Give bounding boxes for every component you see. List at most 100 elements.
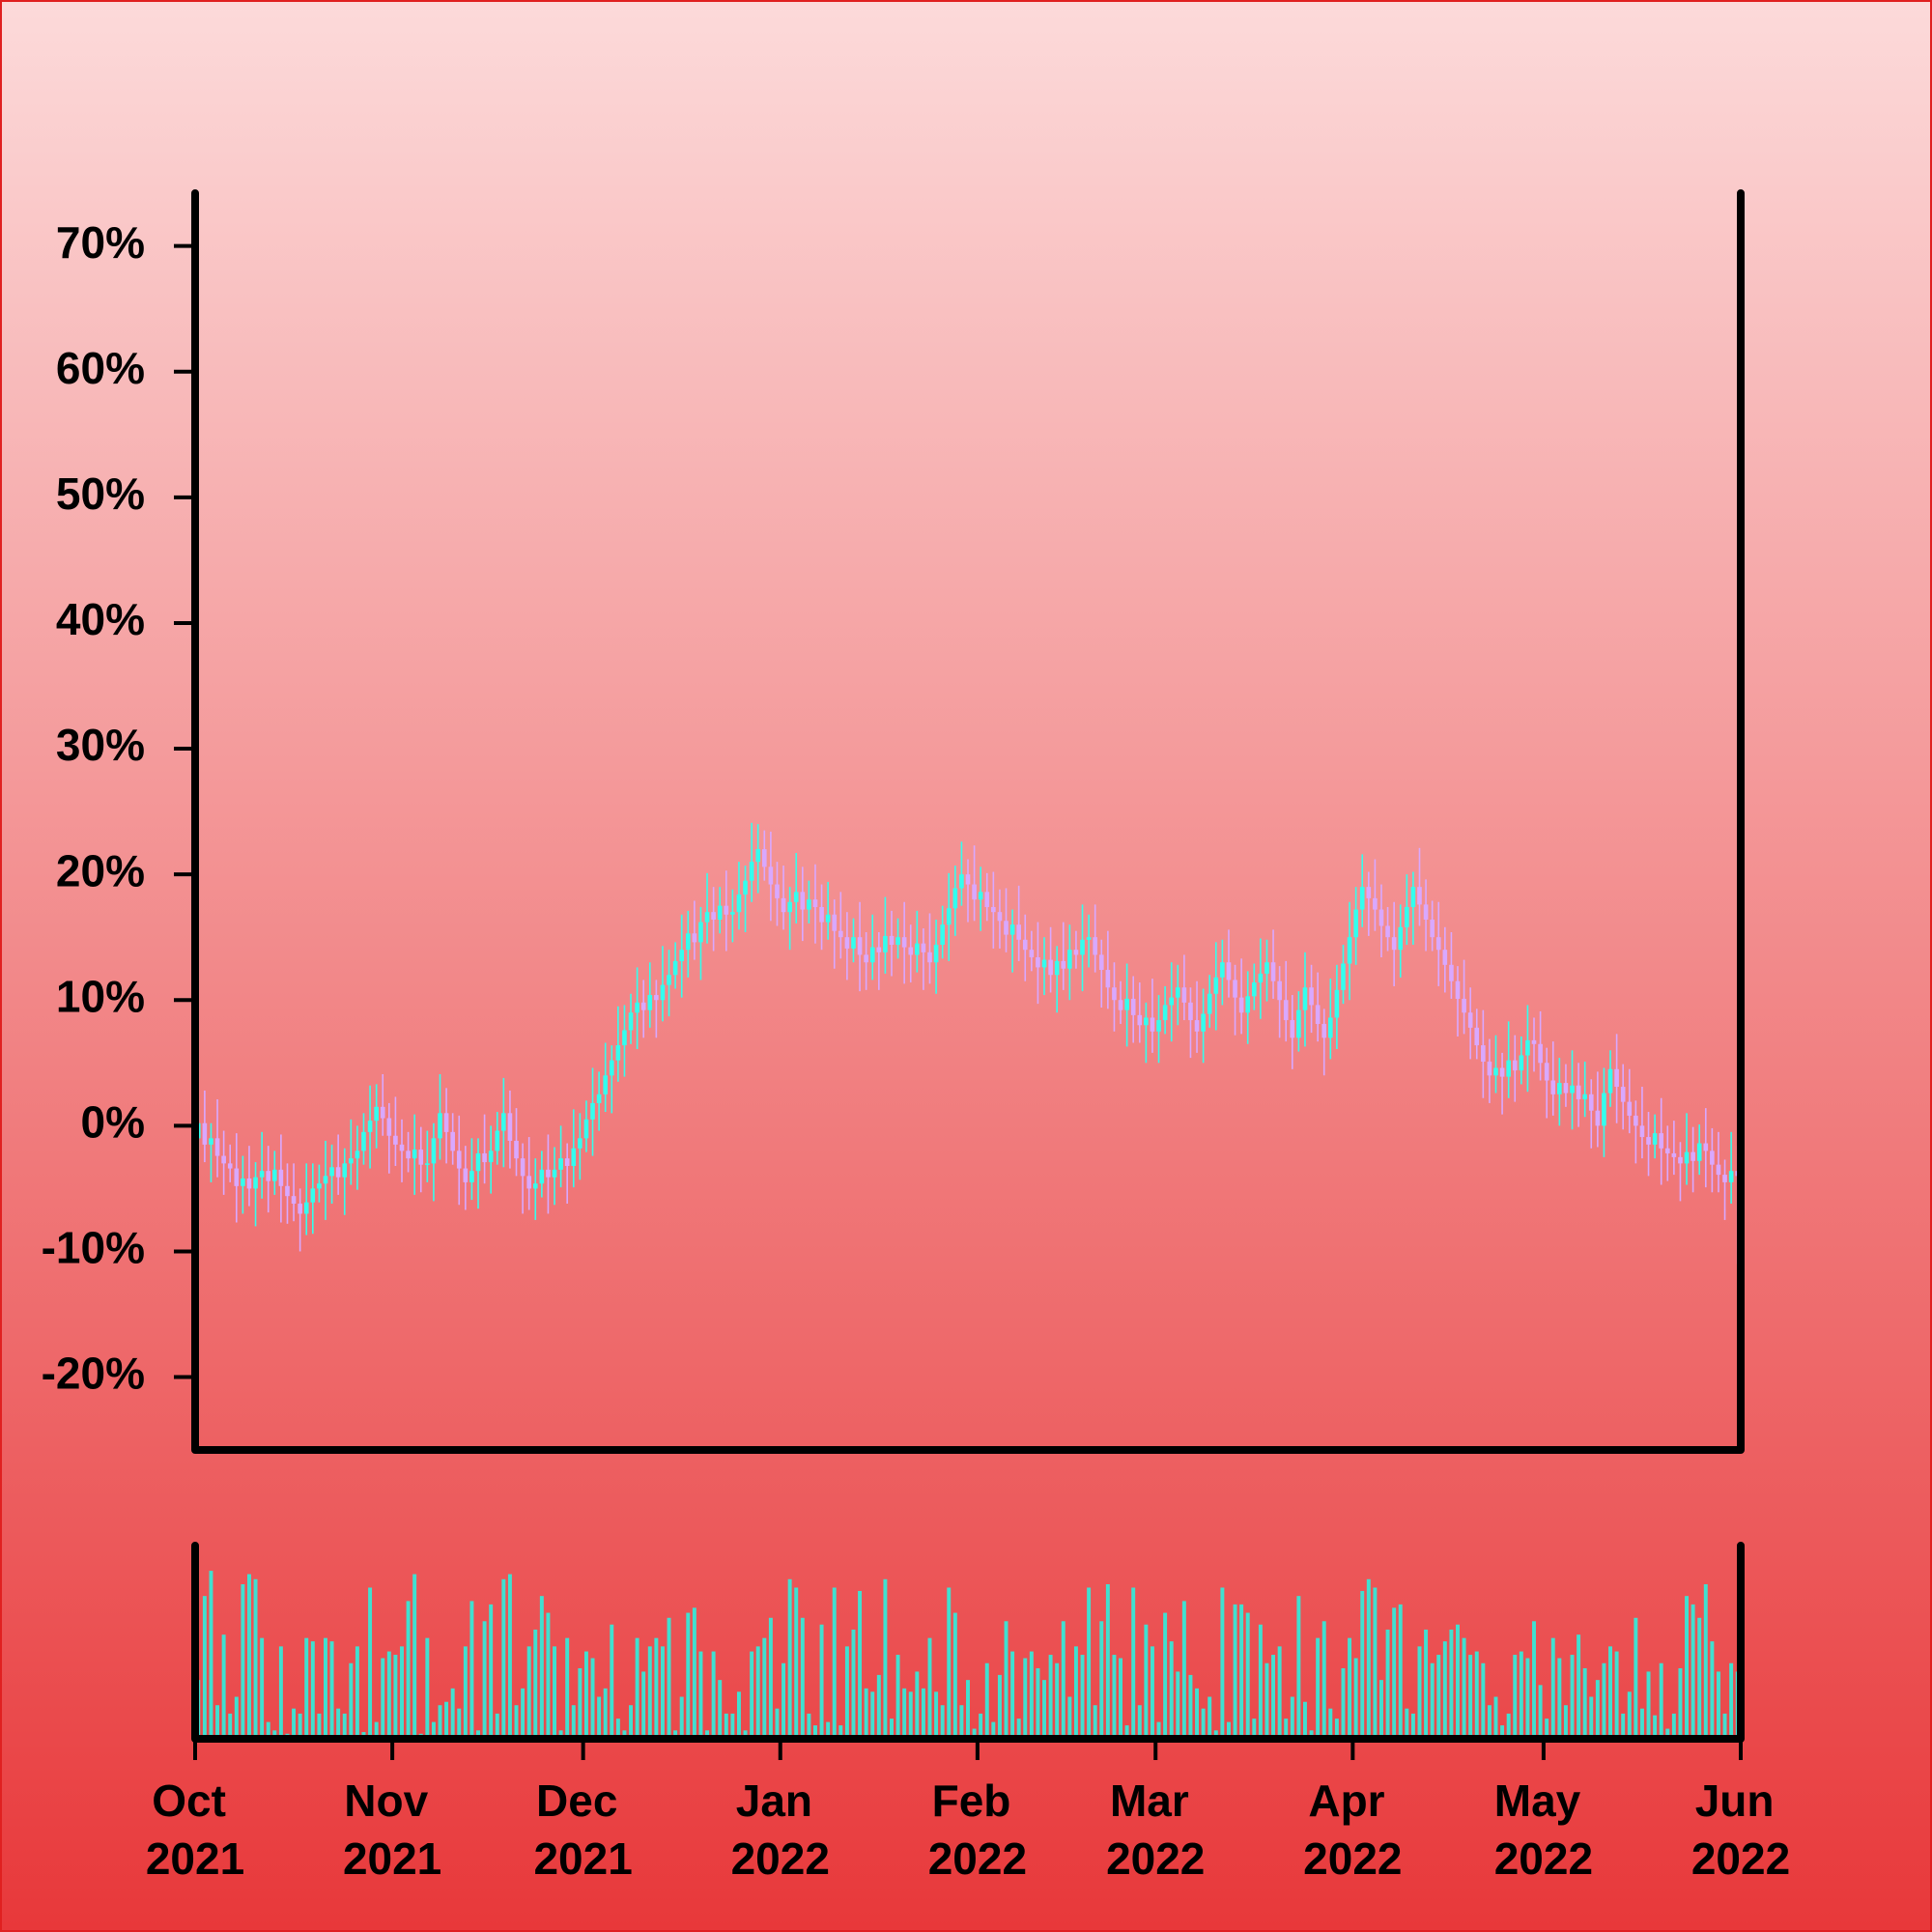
volume-bar <box>1010 1651 1015 1739</box>
candle-body <box>298 1204 302 1214</box>
candle-body <box>1614 1068 1619 1088</box>
candle-body <box>622 1030 627 1046</box>
volume-bar <box>336 1708 341 1739</box>
candle-body <box>214 1138 220 1156</box>
candle-body <box>1302 987 1308 1010</box>
volume-bar <box>1080 1655 1085 1739</box>
y-tick-label: -20% <box>42 1349 145 1399</box>
candle-body <box>539 1169 545 1184</box>
volume-bar <box>615 1719 620 1739</box>
candle-body <box>1449 964 1454 981</box>
x-tick-label-line: 2022 <box>1303 1833 1402 1884</box>
candle-body <box>1315 1005 1321 1024</box>
volume-bar <box>1245 1612 1250 1739</box>
volume-bar <box>1105 1584 1110 1739</box>
volume-bar <box>826 1721 831 1739</box>
candle-body <box>1602 1093 1606 1126</box>
volume-bar <box>1271 1655 1276 1739</box>
candle-body <box>310 1188 316 1203</box>
candle-body <box>578 1138 582 1149</box>
volume-bar <box>1493 1696 1498 1739</box>
volume-bar <box>673 1730 678 1739</box>
candle-body <box>1144 1017 1149 1026</box>
candle-body <box>807 899 811 910</box>
x-tick-label: May 2022 <box>1494 1776 1593 1884</box>
candle-body <box>793 892 799 902</box>
x-tick-label: Nov 2021 <box>343 1776 441 1884</box>
candle-body <box>1022 939 1028 951</box>
volume-bar <box>400 1646 404 1739</box>
volume-bar <box>1442 1641 1447 1739</box>
volume-bar <box>1665 1728 1670 1739</box>
candle-body <box>1664 1148 1670 1153</box>
candle-body <box>532 1183 538 1189</box>
candle-body <box>933 944 939 963</box>
volume-bar <box>603 1688 608 1739</box>
volume-bar <box>1602 1662 1606 1739</box>
volume-bar <box>1729 1662 1734 1739</box>
candle-body <box>227 1163 233 1169</box>
volume-bar <box>686 1612 691 1739</box>
candle-body <box>482 1152 487 1163</box>
volume-bar <box>1366 1578 1371 1739</box>
volume-bar <box>1545 1719 1549 1739</box>
volume-bar <box>787 1578 792 1739</box>
volume-bar <box>425 1637 430 1739</box>
volume-bar <box>1195 1688 1200 1739</box>
candle-body <box>1277 980 1282 1001</box>
volume-bar <box>1093 1705 1097 1739</box>
candle-body <box>1487 1061 1492 1076</box>
candle-body <box>1016 924 1021 940</box>
candle-body <box>1041 959 1047 968</box>
x-tick-label-line: 2022 <box>731 1833 830 1884</box>
candle-body <box>501 1113 506 1131</box>
volume-bar <box>1506 1713 1511 1739</box>
candle-body <box>438 1113 442 1139</box>
candle-body <box>1188 1002 1193 1021</box>
volume-bar <box>278 1646 283 1739</box>
volume-bar <box>736 1691 741 1739</box>
volume-bar <box>1379 1680 1383 1739</box>
candle-body <box>679 950 685 961</box>
candle-body <box>507 1113 513 1141</box>
volume-bar <box>386 1651 391 1739</box>
volume-bar <box>807 1713 811 1739</box>
volume-bar <box>1449 1629 1454 1739</box>
candle-body <box>412 1150 417 1159</box>
candle-body <box>609 1060 614 1076</box>
volume-bar <box>1525 1658 1530 1739</box>
volume-bar <box>1563 1705 1568 1739</box>
volume-bar <box>1685 1596 1690 1739</box>
volume-bar <box>947 1587 952 1739</box>
volume-bar <box>1468 1655 1473 1739</box>
candle-body <box>1175 987 1180 998</box>
candle-body <box>1627 1101 1633 1116</box>
volume-bar <box>1163 1612 1168 1739</box>
candle-body <box>1029 950 1035 958</box>
candle-body <box>361 1131 366 1151</box>
volume-bar <box>578 1667 582 1739</box>
volume-bar <box>1277 1646 1282 1739</box>
volume-bar <box>450 1688 455 1739</box>
candle-body <box>628 1012 634 1031</box>
y-tick-label: 20% <box>56 845 145 895</box>
candle-body <box>1455 980 1461 999</box>
candle-body <box>1004 921 1009 935</box>
y-tick-label: 0% <box>81 1096 145 1147</box>
volume-bar <box>1481 1662 1486 1739</box>
candle-body <box>1607 1068 1613 1094</box>
candle-body <box>278 1169 284 1186</box>
candle-body <box>355 1151 360 1159</box>
volume-bar <box>349 1662 354 1739</box>
candle-body <box>667 975 671 985</box>
candle-body <box>1435 937 1441 951</box>
volume-bar <box>743 1730 748 1739</box>
candle-body <box>1093 937 1097 955</box>
volume-bar <box>870 1691 875 1739</box>
candle-body <box>724 905 729 915</box>
candle-body <box>761 849 767 867</box>
x-tick-label: Apr 2022 <box>1303 1776 1402 1884</box>
candle-body <box>883 935 888 952</box>
candle-body <box>857 937 863 955</box>
volume-bar <box>533 1629 538 1739</box>
